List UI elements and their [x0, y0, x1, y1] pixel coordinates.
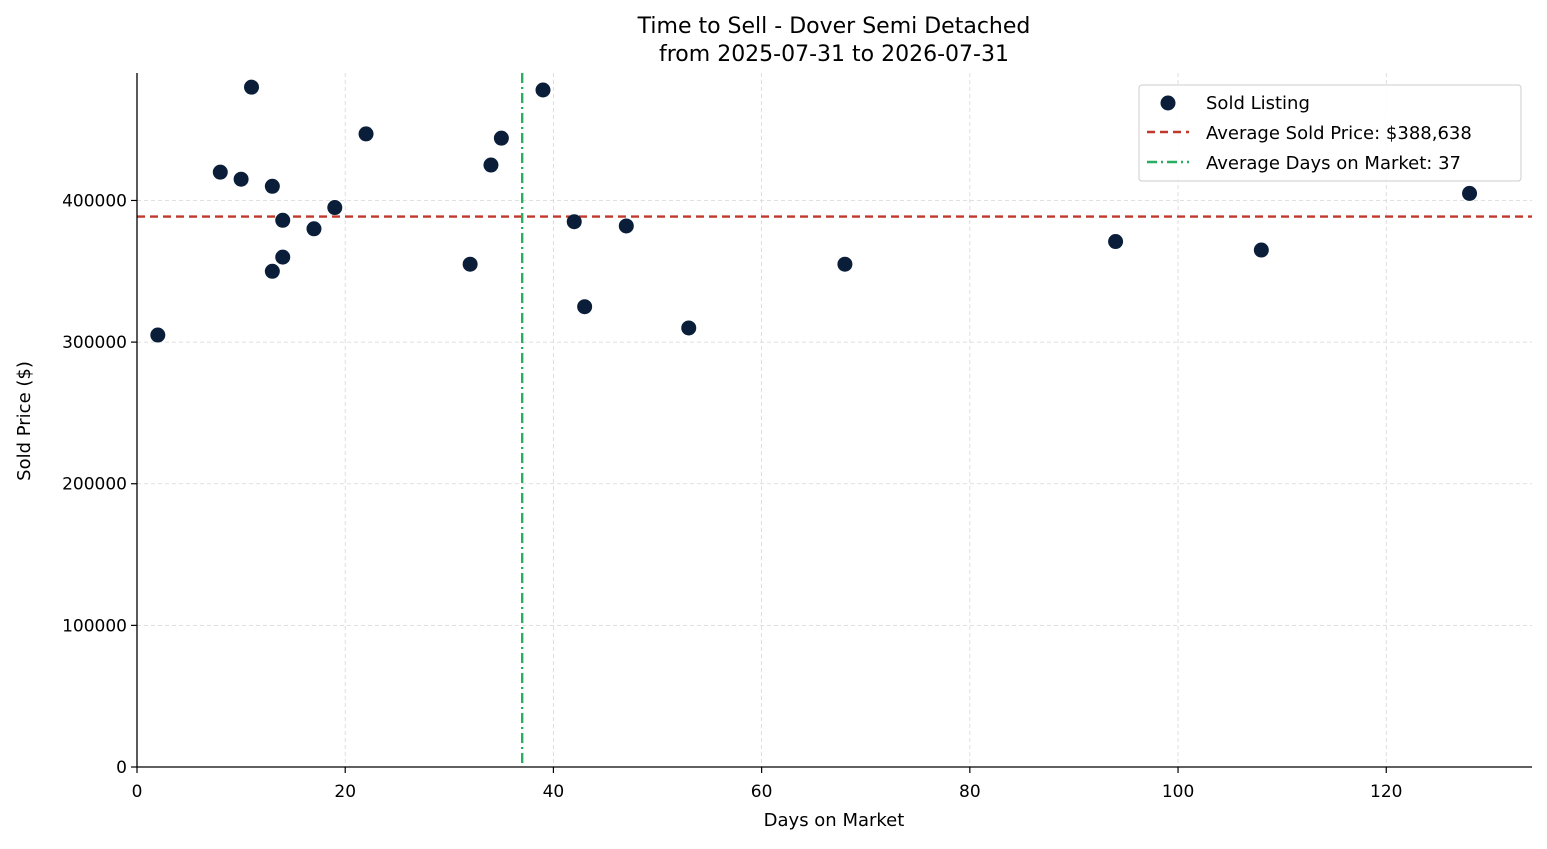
data-point: [493, 130, 509, 146]
data-point: [358, 126, 374, 142]
legend-marker-sold-listing: [1160, 95, 1176, 111]
data-point: [306, 221, 322, 237]
data-point: [535, 82, 551, 98]
legend-label-average-price: Average Sold Price: $388,638: [1206, 123, 1472, 144]
data-point: [1253, 242, 1269, 258]
legend-label-average-days: Average Days on Market: 37: [1206, 153, 1461, 174]
x-tick-label: 40: [543, 782, 565, 802]
data-point: [483, 157, 499, 173]
y-tick-label: 300000: [62, 333, 127, 353]
data-point: [681, 320, 697, 336]
data-point: [150, 327, 166, 343]
data-points: [150, 79, 1478, 343]
legend-label-sold-listing: Sold Listing: [1206, 93, 1310, 114]
y-tick-label: 400000: [62, 191, 127, 211]
data-point: [577, 299, 593, 315]
x-tick-label: 120: [1370, 782, 1402, 802]
data-point: [327, 200, 343, 216]
data-point: [264, 263, 280, 279]
x-tick-label: 100: [1162, 782, 1194, 802]
data-point: [462, 256, 478, 272]
x-tick-label: 20: [334, 782, 356, 802]
data-point: [264, 178, 280, 194]
data-point: [275, 212, 291, 228]
y-tick-label: 200000: [62, 475, 127, 495]
data-point: [1108, 234, 1124, 250]
chart-subtitle: from 2025-07-31 to 2026-07-31: [659, 42, 1009, 67]
legend-frame: [1138, 84, 1522, 182]
x-axis-label: Days on Market: [764, 810, 905, 831]
chart-title: Time to Sell - Dover Semi Detached: [637, 14, 1031, 39]
y-tick-label: 100000: [62, 616, 127, 636]
data-point: [233, 171, 249, 187]
data-point: [212, 164, 228, 180]
y-tick-label: 0: [116, 758, 127, 778]
data-point: [566, 214, 582, 230]
grid-layer: [137, 73, 1532, 767]
axes: 0 20 40 60 80 100 120 0 100000 200000 300000 400000: [62, 73, 1532, 802]
data-point: [1462, 185, 1478, 201]
data-point: [275, 249, 291, 265]
data-point: [244, 79, 260, 95]
data-point: [618, 218, 634, 234]
x-tick-label: 0: [132, 782, 143, 802]
reference-lines: [137, 73, 1532, 767]
legend: Sold Listing Average Sold Price: $388,63…: [1138, 84, 1522, 182]
y-axis-label: Sold Price ($): [14, 361, 35, 481]
x-tick-label: 60: [751, 782, 773, 802]
data-point: [837, 256, 853, 272]
x-tick-label: 80: [959, 782, 981, 802]
